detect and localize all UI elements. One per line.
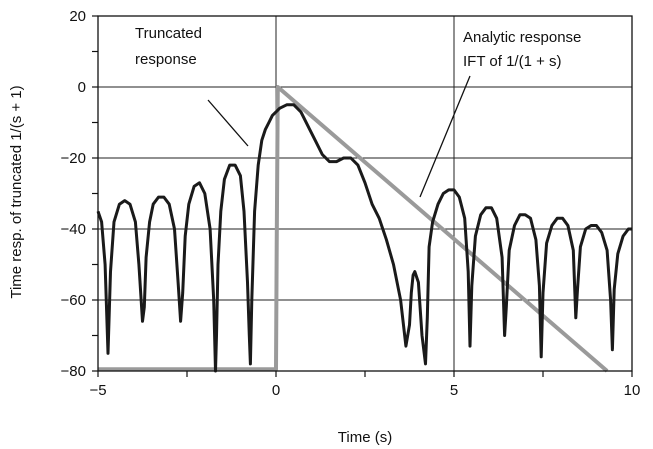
plot-frame: [92, 15, 633, 377]
y-tick-label: −80: [61, 363, 86, 380]
annotation-analytic: Analytic response IFT of 1/(1 + s): [419, 29, 581, 198]
annotation-truncated-line-2: response: [135, 51, 197, 68]
y-tick-label: −20: [61, 150, 86, 167]
y-tick-labels: 20 0 −20 −40 −60 −80: [61, 8, 86, 380]
x-axis-label: Time (s): [338, 429, 392, 446]
annotation-truncated-line-1: Truncated: [135, 25, 202, 42]
x-tick-label: 10: [624, 382, 641, 399]
y-axis-label: Time resp. of truncated 1/(s + 1): [8, 85, 25, 298]
series-line-truncated: [96, 103, 632, 373]
annotation-analytic-pointer: [419, 75, 471, 198]
x-tick-label: −5: [89, 382, 106, 399]
annotation-truncated: Truncated response: [135, 25, 249, 147]
annotation-analytic-line-2: IFT of 1/(1 + s): [463, 53, 562, 70]
annotation-truncated-pointer: [207, 99, 249, 147]
x-tick-label: 0: [272, 382, 280, 399]
x-tick-labels: −5 0 5 10: [89, 382, 640, 399]
annotation-analytic-line-1: Analytic response: [463, 29, 581, 46]
y-tick-label: −60: [61, 292, 86, 309]
y-tick-label: −40: [61, 221, 86, 238]
x-tick-label: 5: [450, 382, 458, 399]
y-tick-label: 0: [78, 79, 86, 96]
y-tick-label: 20: [69, 8, 86, 25]
series-layer: [96, 85, 632, 373]
